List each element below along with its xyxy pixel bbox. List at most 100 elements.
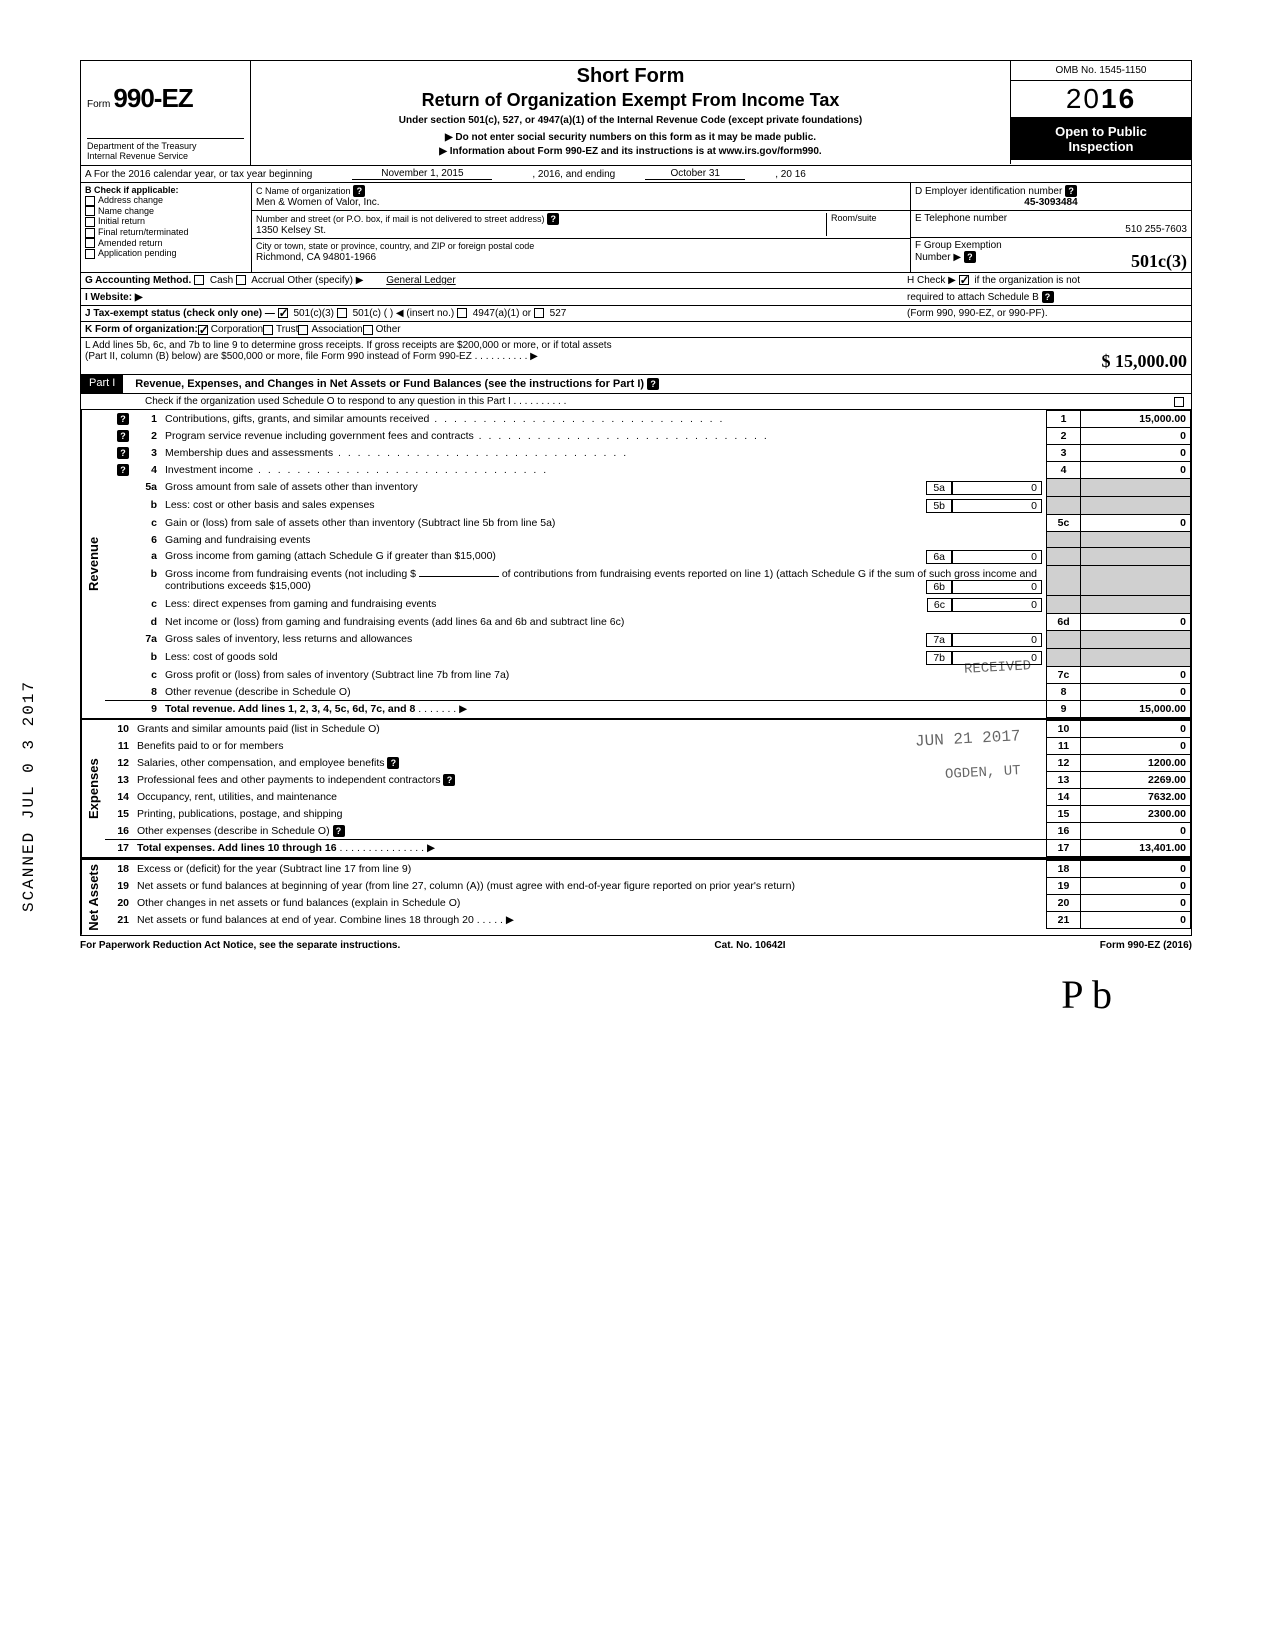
- line-a-begin: November 1, 2015: [352, 168, 492, 180]
- line-a-end-year: , 20 16: [775, 169, 806, 180]
- city-label: City or town, state or province, country…: [256, 241, 534, 251]
- h-text4: (Form 990, 990-EZ, or 990-PF).: [907, 308, 1048, 319]
- chk-cash[interactable]: [194, 275, 204, 285]
- f-label: F Group Exemption: [915, 240, 1002, 251]
- expenses-label: Expenses: [81, 720, 105, 857]
- header-left: Form 990-EZ Department of the Treasury I…: [81, 61, 251, 165]
- chk-initial[interactable]: Initial return: [85, 216, 247, 227]
- i-label: I Website: ▶: [85, 292, 143, 303]
- chk-501c3[interactable]: [278, 308, 288, 318]
- j-label: J Tax-exempt status (check only one) —: [85, 308, 275, 319]
- line-a-mid: , 2016, and ending: [532, 169, 615, 180]
- revenue-label: Revenue: [81, 410, 105, 718]
- chk-4947[interactable]: [457, 308, 467, 318]
- form-page: Form 990-EZ Department of the Treasury I…: [80, 60, 1192, 1018]
- part1-check: Check if the organization used Schedule …: [80, 394, 1192, 410]
- f-label2: Number ▶: [915, 252, 961, 263]
- f-code: 501c(3): [1131, 251, 1187, 272]
- return-title: Return of Organization Exempt From Incom…: [257, 90, 1004, 111]
- dept-irs: Internal Revenue Service: [87, 151, 244, 161]
- section-b-title: B Check if applicable:: [85, 185, 247, 195]
- c-label: C Name of organization: [256, 186, 351, 196]
- scanned-stamp: SCANNED JUL 0 3 2017: [20, 680, 38, 912]
- chk-501c[interactable]: [337, 308, 347, 318]
- chk-pending[interactable]: Application pending: [85, 248, 247, 259]
- omb-number: OMB No. 1545-1150: [1011, 61, 1191, 81]
- line-i: I Website: ▶ required to attach Schedule…: [80, 289, 1192, 306]
- under-section: Under section 501(c), 527, or 4947(a)(1)…: [257, 115, 1004, 126]
- part1-header: Part I Revenue, Expenses, and Changes in…: [80, 375, 1192, 394]
- dept-treasury: Department of the Treasury: [87, 138, 244, 151]
- open-to-public: Open to Public Inspection: [1011, 117, 1191, 160]
- chk-name[interactable]: Name change: [85, 206, 247, 217]
- footer-right: Form 990-EZ (2016): [1100, 940, 1192, 951]
- k-label: K Form of organization:: [85, 324, 198, 335]
- section-def: D Employer identification number ? 45-30…: [911, 183, 1191, 272]
- part1-label: Part I: [81, 375, 123, 393]
- line-a-end-month: October 31: [645, 168, 745, 180]
- other-label: Other (specify) ▶: [287, 275, 363, 286]
- help-icon: ?: [964, 251, 976, 263]
- section-c: C Name of organization ? Men & Women of …: [251, 183, 911, 272]
- help-icon: ?: [1065, 185, 1077, 197]
- year-prefix: 20: [1066, 83, 1101, 114]
- netassets-table: 18Excess or (deficit) for the year (Subt…: [105, 860, 1191, 929]
- chk-527[interactable]: [534, 308, 544, 318]
- g-label: G Accounting Method.: [85, 275, 191, 286]
- header-center: Short Form Return of Organization Exempt…: [251, 61, 1011, 164]
- line-a: A For the 2016 calendar year, or tax yea…: [80, 166, 1192, 183]
- form-prefix: Form: [87, 99, 110, 110]
- h-text: H Check ▶: [907, 275, 956, 286]
- netassets-section: Net Assets 18Excess or (deficit) for the…: [80, 858, 1192, 936]
- footer-mid: Cat. No. 10642I: [714, 940, 785, 951]
- e-label: E Telephone number: [915, 213, 1007, 224]
- line-j: J Tax-exempt status (check only one) — 5…: [80, 306, 1192, 322]
- l-value: $ 15,000.00: [1102, 351, 1188, 372]
- phone-value: 510 255-7603: [915, 224, 1187, 235]
- chk-amended[interactable]: Amended return: [85, 238, 247, 249]
- chk-h[interactable]: [959, 275, 969, 285]
- netassets-label: Net Assets: [81, 860, 105, 935]
- l-text1: L Add lines 5b, 6c, and 7b to line 9 to …: [85, 340, 1187, 351]
- year-suffix: 16: [1101, 83, 1136, 114]
- chk-final[interactable]: Final return/terminated: [85, 227, 247, 238]
- footer-left: For Paperwork Reduction Act Notice, see …: [80, 940, 400, 951]
- page-footer: For Paperwork Reduction Act Notice, see …: [80, 940, 1192, 951]
- addr-label: Number and street (or P.O. box, if mail …: [256, 214, 544, 224]
- open-line1: Open to Public: [1015, 124, 1187, 139]
- header-right: OMB No. 1545-1150 2016 Open to Public In…: [1011, 61, 1191, 160]
- chk-assoc[interactable]: [298, 325, 308, 335]
- chk-address[interactable]: Address change: [85, 195, 247, 206]
- section-b: B Check if applicable: Address change Na…: [81, 183, 251, 272]
- other-value: General Ledger: [386, 275, 456, 286]
- h-text3: required to attach Schedule B: [907, 292, 1039, 303]
- d-label: D Employer identification number: [915, 186, 1062, 197]
- help-icon: ?: [1042, 291, 1054, 303]
- expenses-section: Expenses RECEIVED JUN 21 2017 OGDEN, UT …: [80, 718, 1192, 858]
- part1-title: Revenue, Expenses, and Changes in Net As…: [135, 378, 644, 390]
- chk-other[interactable]: [363, 325, 373, 335]
- org-name: Men & Women of Valor, Inc.: [256, 197, 380, 208]
- line-a-text: A For the 2016 calendar year, or tax yea…: [85, 169, 312, 180]
- chk-corp[interactable]: [198, 325, 208, 335]
- form-header: Form 990-EZ Department of the Treasury I…: [80, 60, 1192, 166]
- line-g-h: G Accounting Method. Cash Accrual Other …: [80, 273, 1192, 289]
- line-l: L Add lines 5b, 6c, and 7b to line 9 to …: [80, 338, 1192, 375]
- chk-trust[interactable]: [263, 325, 273, 335]
- help-icon: ?: [647, 378, 659, 390]
- room-label: Room/suite: [831, 213, 877, 223]
- section-bcd: B Check if applicable: Address change Na…: [80, 183, 1192, 273]
- line-k: K Form of organization: Corporation Trus…: [80, 322, 1192, 338]
- ein-value: 45-3093484: [915, 197, 1187, 208]
- form-number: 990-EZ: [113, 83, 192, 113]
- open-line2: Inspection: [1015, 139, 1187, 154]
- city-value: Richmond, CA 94801-1966: [256, 252, 376, 263]
- signature: P b: [80, 971, 1192, 1018]
- info-line: ▶ Information about Form 990-EZ and its …: [257, 146, 1004, 157]
- ssn-warning: ▶ Do not enter social security numbers o…: [257, 132, 1004, 143]
- addr-value: 1350 Kelsey St.: [256, 225, 326, 236]
- chk-accrual[interactable]: [236, 275, 246, 285]
- chk-schedule-o[interactable]: [1174, 397, 1184, 407]
- tax-year: 2016: [1011, 81, 1191, 117]
- help-icon: ?: [353, 185, 365, 197]
